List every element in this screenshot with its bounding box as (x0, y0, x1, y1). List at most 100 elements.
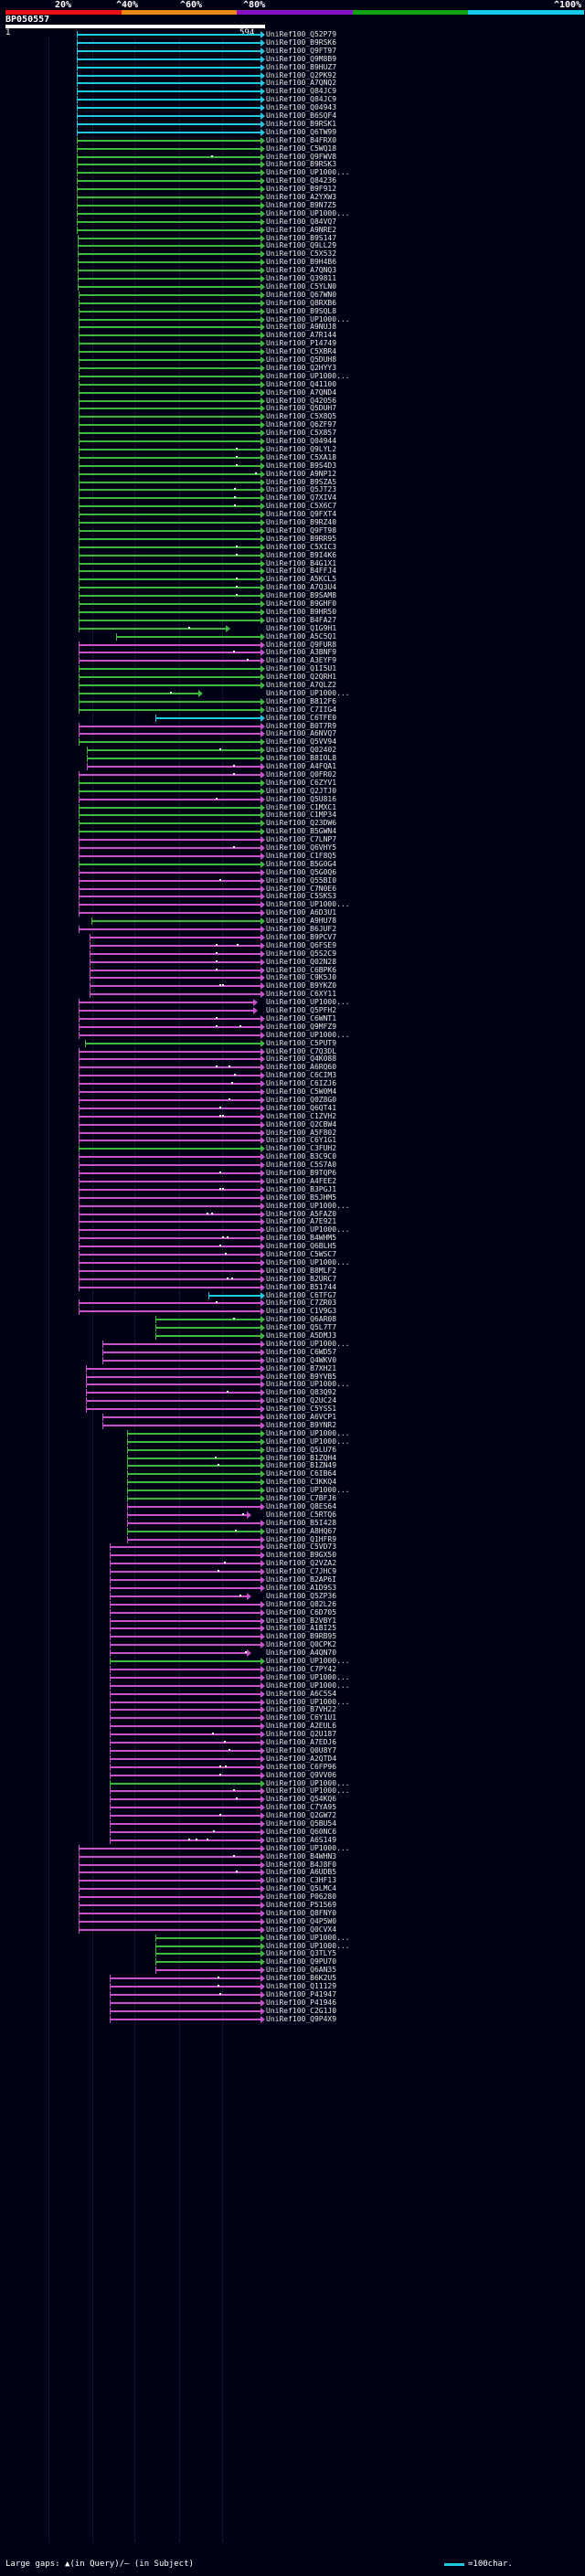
hit-label-link[interactable]: UniRef100_B2VBY1 (266, 1616, 337, 1625)
hit-row[interactable]: UniRef100_B9GHF0 (0, 599, 585, 609)
hit-row[interactable]: UniRef100_B2AP6I (0, 1575, 585, 1585)
hit-alignment-bar[interactable] (79, 1156, 261, 1159)
hit-label-link[interactable]: UniRef100_B9RB95 (266, 1632, 337, 1641)
hit-row[interactable]: UniRef100_Q3TLY5 (0, 1949, 585, 1958)
hit-alignment-bar[interactable] (110, 1823, 261, 1825)
hit-alignment-bar[interactable] (110, 1563, 261, 1565)
hit-label-link[interactable]: UniRef100_B8IOL8 (266, 754, 337, 763)
hit-alignment-bar[interactable] (110, 1579, 261, 1581)
hit-alignment-bar[interactable] (79, 1066, 261, 1069)
hit-alignment-bar[interactable] (79, 1083, 261, 1086)
hit-row[interactable]: UniRef100_A7QNQ2 (0, 79, 585, 88)
hit-alignment-bar[interactable] (77, 34, 261, 36)
hit-alignment-bar[interactable] (86, 1408, 261, 1411)
hit-alignment-bar[interactable] (79, 879, 261, 882)
hit-row[interactable]: UniRef100_C5X6C7 (0, 502, 585, 511)
hit-row[interactable]: UniRef100_Q2VZA2 (0, 1559, 585, 1568)
hit-alignment-bar[interactable] (110, 1652, 248, 1655)
hit-row[interactable]: UniRef100_A9NP12 (0, 470, 585, 479)
hit-row[interactable]: UniRef100_Q54KQ6 (0, 1795, 585, 1804)
hit-alignment-bar[interactable] (110, 1807, 261, 1809)
hit-label-link[interactable]: UniRef100_C7N0E6 (266, 884, 337, 893)
hit-row[interactable]: UniRef100_B812F6 (0, 697, 585, 706)
hit-row[interactable]: UniRef100_B5I428 (0, 1519, 585, 1528)
hit-row[interactable]: UniRef100_B5G0G4 (0, 860, 585, 869)
hit-label-link[interactable]: UniRef100_C5SKS3 (266, 892, 337, 901)
hit-alignment-bar[interactable] (110, 1692, 261, 1695)
hit-alignment-bar[interactable] (79, 603, 261, 605)
hit-alignment-bar[interactable] (79, 839, 261, 842)
hit-label-link[interactable]: UniRef100_C1F8Q5 (266, 851, 337, 860)
hit-label-link[interactable]: UniRef100_B8MLF2 (266, 1266, 337, 1275)
hit-row[interactable]: UniRef100_B1ZQH4 (0, 1454, 585, 1463)
hit-row[interactable]: UniRef100_A7QND4 (0, 388, 585, 398)
hit-alignment-bar[interactable] (79, 310, 261, 313)
hit-label-link[interactable]: UniRef100_C1V9G3 (266, 1307, 337, 1316)
hit-row[interactable]: UniRef100_C6Y1U1 (0, 1713, 585, 1723)
hit-alignment-bar[interactable] (208, 1294, 261, 1297)
hit-alignment-bar[interactable] (110, 1790, 261, 1793)
hit-alignment-bar[interactable] (79, 725, 261, 727)
hit-label-link[interactable]: UniRef100_Q5BU54 (266, 1819, 337, 1828)
hit-alignment-bar[interactable] (155, 1961, 261, 1964)
hit-row[interactable]: UniRef100_C7IIG4 (0, 705, 585, 715)
hit-alignment-bar[interactable] (79, 1855, 261, 1858)
hit-row[interactable]: UniRef100_UP1000... (0, 315, 585, 324)
hit-alignment-bar[interactable] (78, 278, 261, 280)
hit-label-link[interactable]: UniRef100_B9S147 (266, 233, 337, 242)
hit-label-link[interactable]: UniRef100_B4WHN3 (266, 1851, 337, 1860)
hit-alignment-bar[interactable] (77, 172, 261, 175)
hit-alignment-bar[interactable] (79, 1091, 261, 1093)
hit-label-link[interactable]: UniRef100_UP1000... (266, 1428, 350, 1437)
hit-label-link[interactable]: UniRef100_Q2UC24 (266, 1396, 337, 1405)
hit-alignment-bar[interactable] (110, 1586, 261, 1589)
hit-label-link[interactable]: UniRef100_B6JUF2 (266, 925, 337, 933)
hit-label-link[interactable]: UniRef100_C6WNT1 (266, 1013, 337, 1023)
hit-label-link[interactable]: UniRef100_UP1000... (266, 1486, 350, 1495)
hit-row[interactable]: UniRef100_B4WHM5 (0, 1234, 585, 1243)
hit-row[interactable]: UniRef100_C3FUH2 (0, 1144, 585, 1153)
hit-row[interactable]: UniRef100_B9SZA5 (0, 478, 585, 487)
hit-row[interactable]: UniRef100_Q8ES64 (0, 1502, 585, 1511)
hit-alignment-bar[interactable] (79, 798, 261, 800)
hit-row[interactable]: UniRef100_Q6BLH5 (0, 1242, 585, 1251)
hit-label-link[interactable]: UniRef100_Q9FT97 (266, 46, 337, 55)
hit-label-link[interactable]: UniRef100_C3HF13 (266, 1876, 337, 1885)
hit-row[interactable]: UniRef100_Q0CPK2 (0, 1640, 585, 1649)
hit-label-link[interactable]: UniRef100_Q9LL29 (266, 241, 337, 250)
hit-alignment-bar[interactable] (86, 1367, 261, 1370)
hit-label-link[interactable]: UniRef100_Q9VV06 (266, 1770, 337, 1779)
hit-row[interactable]: UniRef100_C7JHC9 (0, 1567, 585, 1576)
hit-row[interactable]: UniRef100_A4FEE2 (0, 1177, 585, 1186)
hit-row[interactable]: UniRef100_A6VCP1 (0, 1413, 585, 1422)
hit-row[interactable]: UniRef100_A6D3U1 (0, 908, 585, 917)
hit-row[interactable]: UniRef100_A6NVQ7 (0, 729, 585, 738)
hit-label-link[interactable]: UniRef100_B4WHM5 (266, 1234, 337, 1243)
hit-alignment-bar[interactable] (79, 456, 261, 459)
hit-alignment-bar[interactable] (110, 1709, 261, 1712)
hit-row[interactable]: UniRef100_A9NUJ8 (0, 323, 585, 332)
hit-label-link[interactable]: UniRef100_Q9FT98 (266, 525, 337, 535)
hit-alignment-bar[interactable] (79, 912, 261, 915)
hit-alignment-bar[interactable] (79, 529, 261, 532)
hit-alignment-bar[interactable] (116, 635, 261, 638)
hit-label-link[interactable]: UniRef100_Q9PU70 (266, 1957, 337, 1966)
hit-label-link[interactable]: UniRef100_Q11129 (266, 1982, 337, 1990)
hit-row[interactable]: UniRef100_B7XH21 (0, 1364, 585, 1373)
hit-label-link[interactable]: UniRef100_B9SZA5 (266, 477, 337, 486)
hit-alignment-bar[interactable] (79, 668, 261, 671)
hit-label-link[interactable]: UniRef100_UP1000... (266, 1697, 350, 1706)
hit-row[interactable]: UniRef100_A1BI25 (0, 1624, 585, 1633)
hit-label-link[interactable]: UniRef100_Q2QRH1 (266, 673, 337, 682)
hit-label-link[interactable]: UniRef100_C7PY42 (266, 1664, 337, 1673)
hit-alignment-bar[interactable] (79, 1928, 261, 1931)
hit-alignment-bar[interactable] (79, 1229, 261, 1232)
hit-row[interactable]: UniRef100_C5VD73 (0, 1542, 585, 1552)
hit-row[interactable]: UniRef100_Q04944 (0, 437, 585, 446)
hit-row[interactable]: UniRef100_C5XIC3 (0, 543, 585, 552)
hit-label-link[interactable]: UniRef100_C5X857 (266, 429, 337, 438)
hit-row[interactable]: UniRef100_B9PCV7 (0, 933, 585, 942)
hit-row[interactable]: UniRef100_UP1000... (0, 1779, 585, 1788)
hit-label-link[interactable]: UniRef100_C6IB64 (266, 1469, 337, 1479)
hit-row[interactable]: UniRef100_C6D705 (0, 1608, 585, 1617)
